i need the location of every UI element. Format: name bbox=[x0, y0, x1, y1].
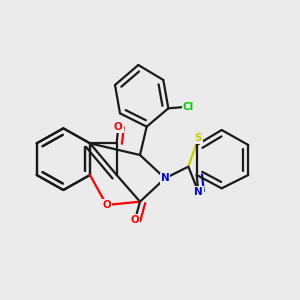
Text: O: O bbox=[102, 200, 111, 210]
Text: S: S bbox=[195, 133, 202, 143]
Text: O: O bbox=[130, 215, 140, 225]
Text: N: N bbox=[194, 187, 203, 197]
Text: N: N bbox=[160, 173, 169, 183]
Text: O: O bbox=[114, 122, 123, 132]
Text: Cl: Cl bbox=[183, 102, 194, 112]
